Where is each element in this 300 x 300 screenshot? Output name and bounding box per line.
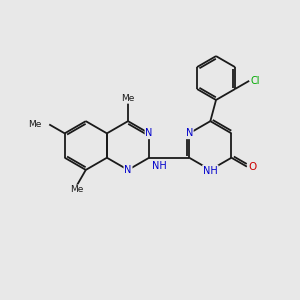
- Text: N: N: [186, 128, 193, 138]
- Text: Cl: Cl: [251, 76, 260, 86]
- Text: O: O: [248, 162, 256, 172]
- Text: N: N: [146, 128, 153, 138]
- Text: Me: Me: [28, 120, 42, 129]
- Text: NH: NH: [203, 166, 218, 176]
- Text: Me: Me: [121, 94, 135, 103]
- Text: N: N: [124, 165, 132, 175]
- Text: NH: NH: [152, 161, 167, 171]
- Text: Me: Me: [70, 185, 84, 194]
